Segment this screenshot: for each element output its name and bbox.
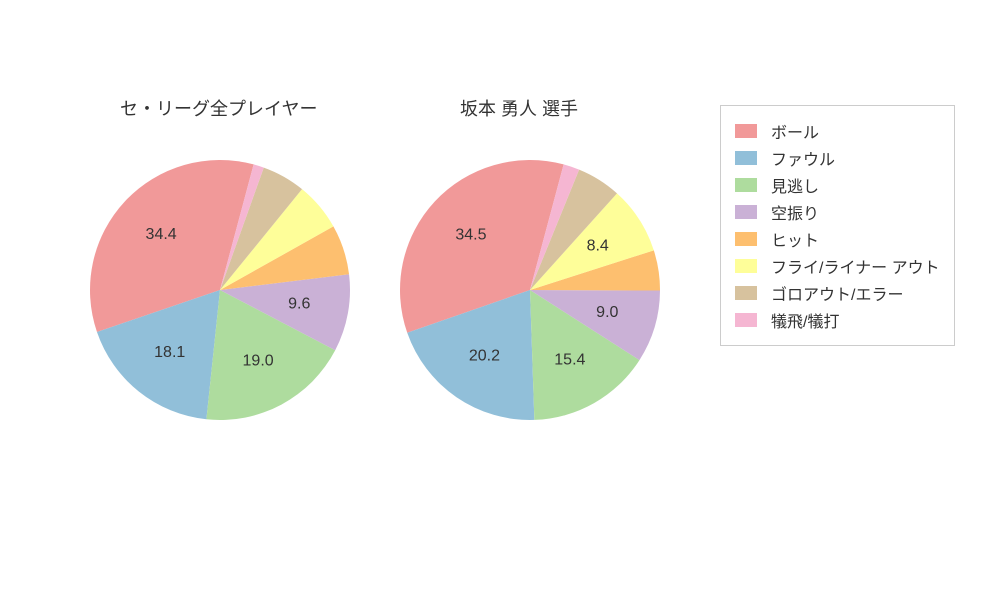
legend-swatch <box>735 232 757 246</box>
legend-item: ヒット <box>735 227 940 251</box>
legend-item: フライ/ライナー アウト <box>735 254 940 278</box>
legend-swatch <box>735 313 757 327</box>
legend-label: ファウル <box>771 146 835 170</box>
slice-label: 9.6 <box>288 296 310 313</box>
slice-label: 34.4 <box>146 226 177 243</box>
slice-label: 34.5 <box>455 226 486 243</box>
legend-item: 空振り <box>735 200 940 224</box>
slice-label: 8.4 <box>587 237 609 254</box>
slice-label: 15.4 <box>554 351 585 368</box>
legend-swatch <box>735 259 757 273</box>
legend-label: ヒット <box>771 227 819 251</box>
legend-item: ボール <box>735 119 940 143</box>
legend-item: ファウル <box>735 146 940 170</box>
legend-label: ゴロアウト/エラー <box>771 281 903 305</box>
chart-container: セ・リーグ全プレイヤー 坂本 勇人 選手 34.4 18.1 19.0 9.6 34.… <box>0 0 1000 600</box>
slice-label: 19.0 <box>243 352 274 369</box>
legend-label: 犠飛/犠打 <box>771 308 839 332</box>
slice-label: 18.1 <box>154 344 185 361</box>
legend-swatch <box>735 124 757 138</box>
pie-chart-right: 34.5 20.2 15.4 9.0 8.4 <box>360 120 700 460</box>
legend-label: 空振り <box>771 200 819 224</box>
legend-item: 犠飛/犠打 <box>735 308 940 332</box>
legend-label: ボール <box>771 119 819 143</box>
legend-label: フライ/ライナー アウト <box>771 254 940 278</box>
legend-item: 見逃し <box>735 173 940 197</box>
slice-label: 9.0 <box>596 304 618 321</box>
legend: ボールファウル見逃し空振りヒットフライ/ライナー アウトゴロアウト/エラー犠飛/… <box>720 105 955 346</box>
legend-label: 見逃し <box>771 173 819 197</box>
legend-swatch <box>735 286 757 300</box>
pie-chart-left: 34.4 18.1 19.0 9.6 <box>50 120 390 460</box>
legend-item: ゴロアウト/エラー <box>735 281 940 305</box>
legend-swatch <box>735 178 757 192</box>
legend-swatch <box>735 205 757 219</box>
legend-swatch <box>735 151 757 165</box>
chart-title-left: セ・リーグ全プレイヤー <box>120 95 317 121</box>
chart-title-right: 坂本 勇人 選手 <box>460 95 578 121</box>
slice-label: 20.2 <box>469 348 500 365</box>
